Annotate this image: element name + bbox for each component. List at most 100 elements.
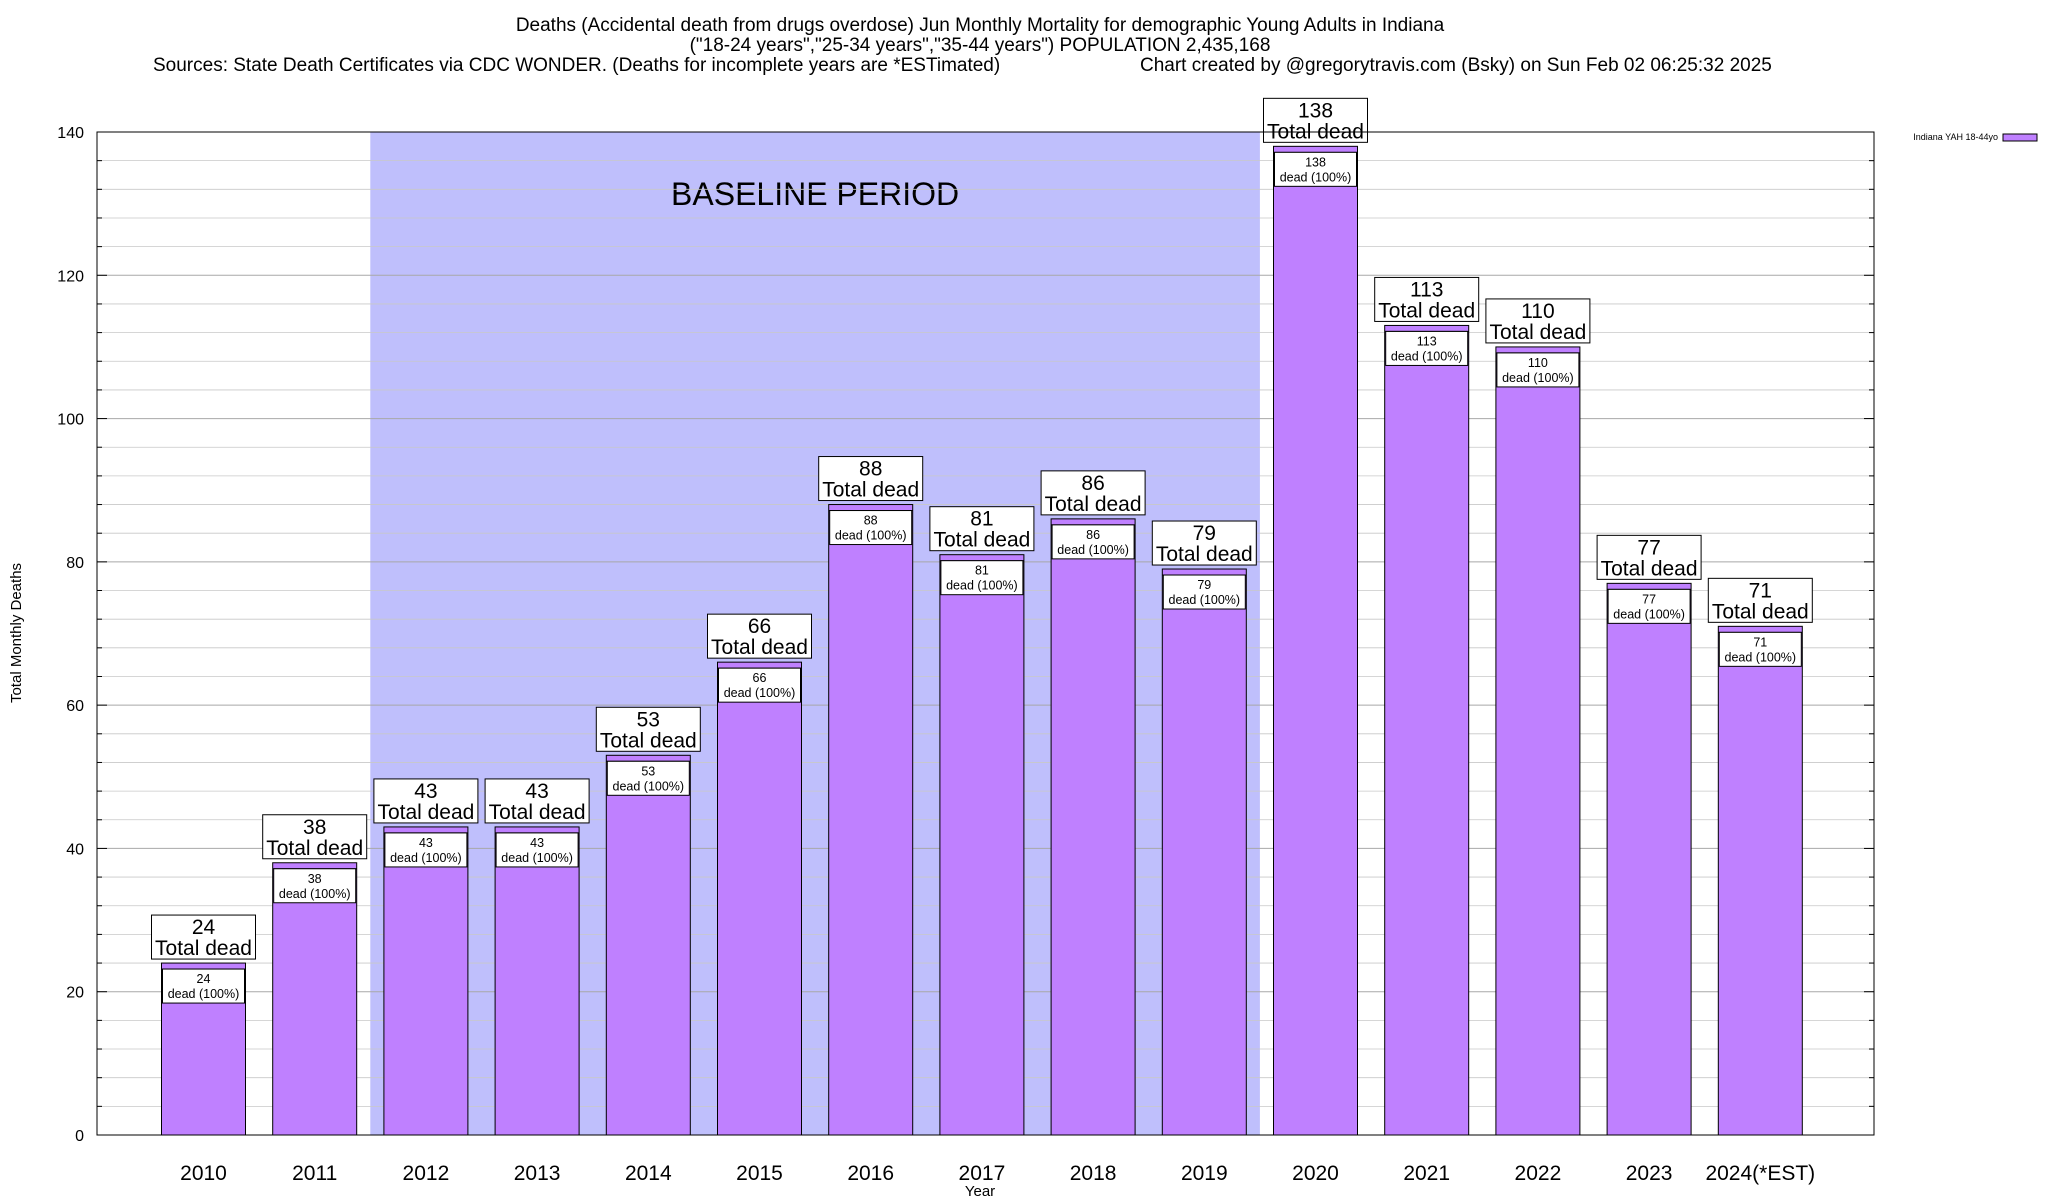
inner-percent-label: dead (100%) bbox=[1613, 607, 1685, 621]
bar bbox=[1161, 568, 1247, 1136]
title-line-2: ("18-24 years","25-34 years","35-44 year… bbox=[690, 35, 1271, 56]
x-tick-label: 2021 bbox=[1403, 1162, 1450, 1185]
inner-label-box bbox=[1051, 524, 1135, 560]
total-dead-label: Total dead bbox=[1712, 600, 1809, 623]
inner-value-label: 77 bbox=[1642, 592, 1656, 606]
bar bbox=[1495, 346, 1581, 1136]
total-value-label: 86 bbox=[1081, 472, 1104, 495]
y-tick-label: 60 bbox=[66, 698, 84, 715]
total-value-label: 71 bbox=[1749, 579, 1772, 602]
legend: Indiana YAH 18-44yo bbox=[1913, 132, 2038, 142]
total-dead-label: Total dead bbox=[1378, 299, 1475, 322]
inner-label-box bbox=[162, 968, 245, 1004]
inner-label-box bbox=[273, 868, 357, 904]
total-dead-label: Total dead bbox=[489, 801, 586, 824]
total-label-box bbox=[373, 778, 479, 824]
inner-value-label: 81 bbox=[975, 564, 989, 578]
inner-label-box bbox=[495, 832, 579, 868]
total-value-label: 24 bbox=[192, 916, 216, 939]
total-dead-label: Total dead bbox=[822, 479, 919, 502]
total-label-box bbox=[151, 914, 256, 960]
total-label-box bbox=[1596, 534, 1702, 580]
total-value-label: 81 bbox=[970, 508, 993, 531]
total-value-label: 138 bbox=[1298, 99, 1333, 122]
total-label-box bbox=[818, 456, 924, 502]
inner-percent-label: dead (100%) bbox=[279, 887, 351, 901]
total-value-label: 66 bbox=[748, 615, 771, 638]
total-value-label: 43 bbox=[525, 780, 548, 803]
inner-label-box bbox=[1496, 352, 1580, 388]
total-label-box bbox=[707, 613, 812, 659]
inner-label-box bbox=[606, 760, 690, 796]
inner-percent-label: dead (100%) bbox=[1057, 543, 1129, 557]
bar bbox=[605, 754, 691, 1136]
y-tick-label: 140 bbox=[57, 125, 84, 142]
total-value-label: 113 bbox=[1410, 278, 1443, 301]
x-tick-label: 2022 bbox=[1515, 1162, 1562, 1185]
credit-text: Chart created by @gregorytravis.com (Bsk… bbox=[1140, 55, 1772, 76]
inner-label-box bbox=[829, 510, 913, 546]
inner-percent-label: dead (100%) bbox=[501, 851, 573, 865]
total-dead-label: Total dead bbox=[1045, 493, 1142, 516]
total-label-box bbox=[1707, 577, 1813, 623]
inner-value-label: 113 bbox=[1417, 334, 1437, 348]
legend-swatch bbox=[2002, 133, 2038, 142]
inner-label-box bbox=[940, 560, 1024, 596]
total-label-box bbox=[1374, 276, 1480, 322]
x-axis-title: Year bbox=[965, 1183, 995, 1200]
x-tick-label: 2010 bbox=[180, 1162, 227, 1185]
y-tick-label: 100 bbox=[57, 412, 84, 429]
inner-percent-label: dead (100%) bbox=[168, 987, 240, 1001]
total-dead-label: Total dead bbox=[600, 729, 697, 752]
inner-label-box bbox=[1274, 151, 1357, 187]
total-label-box bbox=[1040, 470, 1146, 516]
total-label-box bbox=[929, 506, 1035, 552]
bar bbox=[1717, 625, 1803, 1136]
total-label-box bbox=[484, 778, 590, 824]
inner-label-box bbox=[1607, 588, 1691, 624]
x-tick-label: 2015 bbox=[736, 1162, 783, 1185]
bar bbox=[272, 862, 358, 1136]
inner-label-box bbox=[1385, 330, 1469, 366]
x-tick-label: 2014 bbox=[625, 1162, 672, 1185]
total-dead-label: Total dead bbox=[1156, 543, 1253, 566]
inner-percent-label: dead (100%) bbox=[1725, 650, 1797, 664]
inner-percent-label: dead (100%) bbox=[724, 686, 796, 700]
inner-value-label: 43 bbox=[419, 836, 433, 850]
inner-percent-label: dead (100%) bbox=[835, 529, 907, 543]
y-tick-label: 0 bbox=[75, 1128, 84, 1145]
inner-value-label: 43 bbox=[530, 836, 544, 850]
total-label-box bbox=[1151, 520, 1257, 566]
total-dead-label: Total dead bbox=[155, 937, 252, 960]
total-dead-label: Total dead bbox=[266, 837, 363, 860]
bar bbox=[494, 826, 580, 1136]
inner-percent-label: dead (100%) bbox=[390, 851, 462, 865]
total-dead-label: Total dead bbox=[711, 636, 808, 659]
total-value-label: 53 bbox=[637, 708, 660, 731]
bar bbox=[717, 661, 802, 1136]
total-dead-label: Total dead bbox=[377, 801, 474, 824]
inner-value-label: 71 bbox=[1753, 635, 1767, 649]
inner-value-label: 88 bbox=[864, 514, 878, 528]
inner-label-box bbox=[718, 667, 801, 703]
total-label-box bbox=[1485, 298, 1591, 344]
y-tick-label: 20 bbox=[66, 985, 84, 1002]
x-tick-label: 2016 bbox=[847, 1162, 894, 1185]
inner-label-box bbox=[384, 832, 468, 868]
legend-label: Indiana YAH 18-44yo bbox=[1913, 132, 1998, 142]
inner-value-label: 53 bbox=[641, 764, 655, 778]
total-value-label: 77 bbox=[1637, 536, 1660, 559]
total-value-label: 43 bbox=[414, 780, 437, 803]
inner-label-box bbox=[1718, 631, 1802, 667]
x-tick-label: 2019 bbox=[1181, 1162, 1228, 1185]
source-text: Sources: State Death Certificates via CD… bbox=[153, 55, 1000, 76]
x-tick-label: 2011 bbox=[292, 1162, 337, 1185]
bar bbox=[1606, 582, 1692, 1136]
inner-label-box bbox=[1162, 574, 1246, 610]
bar bbox=[1050, 518, 1136, 1136]
y-axis-title: Total Monthly Deaths bbox=[8, 563, 25, 703]
bar bbox=[828, 504, 914, 1136]
x-tick-label: 2024(*EST) bbox=[1705, 1162, 1815, 1185]
y-tick-label: 80 bbox=[66, 555, 84, 572]
